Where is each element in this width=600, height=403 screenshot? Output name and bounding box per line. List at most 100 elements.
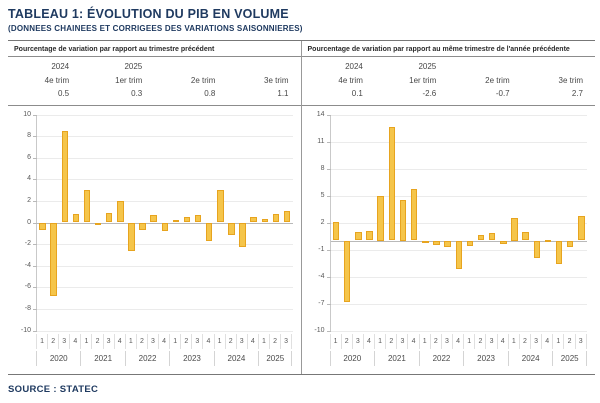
y-tick-mark: [33, 330, 37, 332]
x-quarter-label: 1: [464, 333, 476, 349]
x-quarter-label: 1: [215, 333, 226, 349]
summary-year: 2025: [418, 62, 437, 71]
x-quarter-label: 3: [442, 333, 454, 349]
summary-year: [522, 60, 595, 74]
gridline: [37, 265, 293, 267]
gridline: [330, 141, 587, 143]
x-quarter-label: 2: [520, 333, 532, 349]
bar: [205, 222, 213, 241]
gridline: [330, 168, 587, 170]
y-tick-label: 2: [320, 218, 325, 226]
x-quarter-label: 4: [115, 333, 126, 349]
gridline: [330, 330, 587, 332]
x-quarter-label: 2: [270, 333, 282, 349]
gridline: [37, 244, 293, 246]
summary-value: 1.1: [277, 89, 289, 98]
x-quarter-label: 1: [81, 333, 93, 349]
x-quarter-label: 4: [70, 333, 82, 349]
summary-year: [154, 60, 227, 74]
bar: [366, 230, 373, 241]
summary-quarter: 1er trim: [409, 75, 437, 85]
bar: [283, 210, 291, 223]
bar: [228, 222, 235, 236]
bar: [172, 220, 180, 223]
x-quarter-label: 2: [226, 333, 237, 349]
bar: [150, 214, 157, 223]
x-quarter-label: 2: [48, 333, 60, 349]
bar: [410, 189, 418, 241]
x-quarter-label: 1: [509, 333, 520, 349]
x-quarter-label: 2: [181, 333, 193, 349]
gridline: [37, 136, 293, 138]
summary-quarter: 1er trim: [115, 75, 143, 85]
x-year-label: 2022: [420, 350, 465, 366]
x-year-label: 2020: [37, 350, 82, 366]
summary-year: [227, 60, 300, 74]
bar: [477, 235, 485, 241]
summary-year: [448, 60, 521, 74]
x-year-label: 2024: [509, 350, 554, 366]
y-tick-mark: [33, 114, 37, 116]
bar: [578, 216, 585, 241]
bar: [444, 240, 451, 247]
bar: [39, 222, 46, 231]
y-tick-mark: [33, 244, 37, 246]
bar: [261, 219, 268, 223]
panel-qoq-summary: 2024 2025 4e trim 1er trim 2e trim 3e tr…: [8, 57, 301, 106]
panel-qoq-header: Pourcentage de variation par rapport au …: [8, 41, 301, 57]
gridline: [37, 287, 293, 289]
y-tick-mark: [326, 330, 331, 332]
y-tick-label: -1: [318, 245, 325, 253]
plot-area: [33, 114, 293, 332]
bar: [488, 233, 496, 241]
summary-quarter: 3e trim: [264, 75, 289, 85]
y-tick-label: -2: [24, 240, 31, 248]
x-quarter-label: 2: [92, 333, 104, 349]
y-tick-mark: [33, 287, 37, 289]
bar: [388, 127, 396, 241]
bar: [433, 240, 440, 245]
bar: [567, 240, 574, 247]
y-tick-label: 4: [27, 175, 31, 183]
x-quarter-label: 3: [237, 333, 248, 349]
x-year-label: 2025: [259, 350, 293, 366]
x-year-label: 2021: [375, 350, 420, 366]
gridline: [330, 222, 587, 224]
x-year-label: 2023: [464, 350, 509, 366]
bar: [194, 214, 202, 223]
summary-quarter: 2e trim: [485, 75, 510, 85]
y-tick-mark: [33, 136, 37, 138]
gridline: [330, 276, 587, 278]
x-quarter-label: 1: [126, 333, 137, 349]
bar: [422, 240, 429, 243]
bar: [511, 218, 518, 241]
x-quarter-label: 1: [420, 333, 431, 349]
gridline: [37, 308, 293, 310]
y-tick-mark: [33, 308, 37, 310]
y-tick-label: 8: [320, 164, 325, 172]
y-tick-mark: [326, 276, 331, 278]
x-quarter-label: 2: [342, 333, 353, 349]
summary-quarter: 4e trim: [338, 75, 363, 85]
bar: [161, 222, 168, 232]
x-quarter-label: 4: [364, 333, 376, 349]
summary-value: 0.3: [131, 89, 143, 98]
x-quarter-label: 1: [37, 333, 49, 349]
summary-value: 0.8: [204, 89, 216, 98]
gridline: [37, 179, 293, 181]
x-year-label: 2021: [81, 350, 126, 366]
bar: [522, 231, 529, 241]
bar: [94, 222, 102, 225]
summary-year: 2025: [124, 62, 143, 71]
summary-year: 2024: [51, 62, 70, 71]
x-year-label: 2022: [126, 350, 171, 366]
x-quarter-label: 3: [148, 333, 160, 349]
summary-quarter: 2e trim: [190, 75, 216, 85]
x-axis-year-row: 2020 2021 2022 2023 2024 2025: [329, 350, 588, 366]
bar: [355, 232, 362, 241]
x-year-label: 2025: [553, 350, 587, 366]
x-quarter-label: 1: [170, 333, 182, 349]
